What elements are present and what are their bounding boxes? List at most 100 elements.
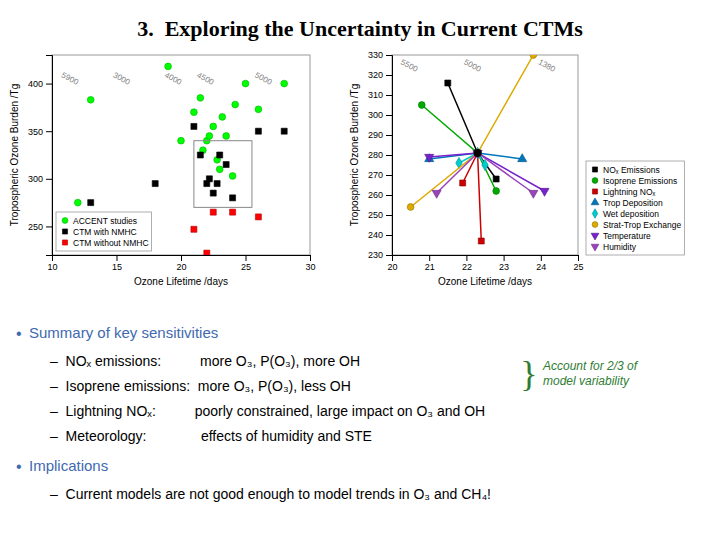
x-axis-title: Ozone Lifetime /days: [134, 276, 228, 287]
tick-label: 20: [176, 262, 186, 272]
point: [197, 94, 204, 101]
tick-mark: [46, 179, 52, 180]
point: [206, 133, 213, 140]
axis-line: [53, 256, 311, 262]
tick-label: 22: [462, 262, 472, 272]
iso-label: 5000: [462, 58, 482, 75]
highlight-box: [194, 141, 252, 208]
tick: 25: [573, 255, 583, 272]
tick-mark: [386, 75, 392, 76]
tick-label: 250: [28, 222, 43, 232]
tick-mark: [466, 255, 467, 261]
series: [425, 148, 527, 162]
tick-label: 23: [499, 262, 509, 272]
tick: 20: [176, 255, 186, 272]
tick: 330: [368, 50, 392, 60]
tick-mark: [386, 135, 392, 136]
point: [475, 150, 481, 156]
tick: 310: [368, 90, 392, 100]
tick: 320: [368, 70, 392, 80]
tick: 250: [28, 222, 52, 232]
title: 3. Exploring the Uncertainty in Current …: [137, 16, 583, 41]
section-heading: Implications: [29, 457, 108, 474]
tick-label: 260: [368, 190, 383, 200]
text-line: – Meteorology: effects of humidity and S…: [50, 428, 372, 444]
point: [407, 204, 414, 211]
tick-mark: [578, 255, 579, 261]
tick: 290: [368, 130, 392, 140]
point: [478, 238, 484, 244]
iso-label: 3000: [112, 71, 132, 88]
iso-label: 5000: [253, 71, 273, 88]
legend-item: Strat-Trop Exchange: [592, 220, 681, 230]
point: [425, 154, 434, 162]
legend-label: Strat-Trop Exchange: [603, 220, 681, 230]
legend-swatch: [592, 178, 598, 184]
tick-label: 280: [368, 150, 383, 160]
series-line: [463, 153, 482, 241]
chart: 2021222324252302402502602702802903003103…: [349, 50, 684, 287]
tick-label: 350: [28, 127, 43, 137]
tick: 23: [499, 255, 509, 272]
series: [74, 63, 287, 206]
point: [425, 154, 434, 162]
tick-mark: [117, 255, 118, 261]
point: [281, 80, 288, 87]
marks: [74, 63, 287, 255]
point: [210, 190, 216, 196]
legend-swatch: [592, 167, 597, 172]
series: [425, 150, 549, 196]
series: [191, 209, 262, 255]
tick: 25: [241, 255, 251, 272]
point: [281, 128, 287, 134]
tick-label: 320: [368, 70, 383, 80]
tick-mark: [386, 255, 392, 256]
point: [210, 123, 217, 130]
series-line: [422, 105, 496, 191]
point: [178, 137, 185, 144]
plot-frame: [392, 55, 578, 255]
point: [217, 152, 223, 158]
legend-swatch: [591, 244, 599, 251]
point: [206, 176, 212, 182]
point: [214, 181, 220, 187]
tick-label: 290: [368, 130, 383, 140]
point: [529, 190, 538, 198]
point: [255, 106, 262, 113]
brace: }: [520, 354, 537, 394]
tick: 15: [112, 255, 122, 272]
plot-area: [407, 55, 549, 244]
text-line: – Lightning NOₓ: poorly constrained, lar…: [50, 403, 485, 419]
series: [432, 150, 538, 198]
series-line: [437, 153, 534, 193]
point: [540, 188, 549, 196]
x-axis: 202122232425: [387, 255, 583, 272]
legend-swatch: [62, 240, 67, 245]
legend-swatch: [591, 233, 599, 240]
bullet: •: [16, 325, 22, 342]
tick: 24: [536, 255, 546, 272]
legend-swatch: [592, 189, 597, 194]
x-axis: 1015202530: [47, 255, 315, 272]
legend-item: Isoprene Emissions: [592, 176, 677, 186]
tick: 10: [47, 255, 57, 272]
legend: ACCENT studiesCTM with NMHCCTM without N…: [56, 212, 152, 251]
side-note: Account for 2/3 of: [542, 359, 639, 373]
point: [432, 190, 441, 198]
point: [165, 63, 172, 70]
text-line: – Isoprene emissions: more O₃, P(O₃), le…: [50, 378, 351, 394]
tick-mark: [386, 115, 392, 116]
legend-label: Trop Deposition: [603, 198, 663, 208]
tick-mark: [541, 255, 542, 261]
legend-label: Lightning NOₓ: [603, 187, 656, 197]
point: [232, 101, 239, 108]
tick-label: 400: [28, 79, 43, 89]
series-line: [429, 153, 544, 191]
tick-mark: [386, 195, 392, 196]
point: [216, 166, 223, 173]
point: [493, 188, 500, 195]
chart: 1015202530250300350400Ozone Lifetime /da…: [9, 55, 316, 287]
tick: 300: [28, 174, 52, 184]
tick-mark: [429, 255, 430, 261]
legend-label: Wet deposition: [603, 209, 659, 219]
